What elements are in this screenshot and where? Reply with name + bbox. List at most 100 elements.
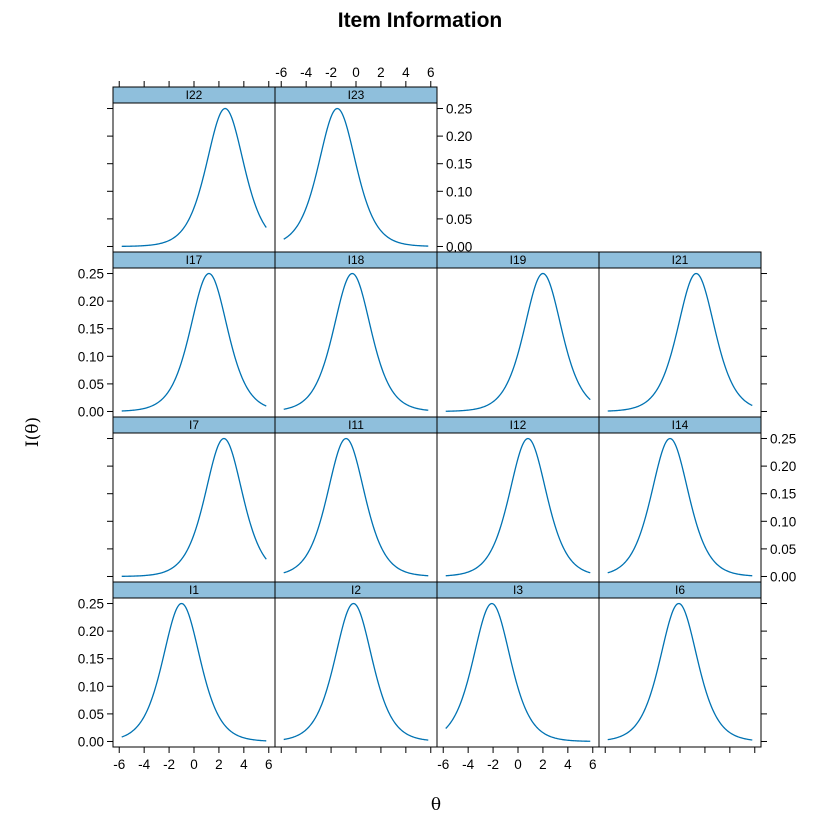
y-tick-label: 0.20 <box>78 624 104 639</box>
x-tick-label: 4 <box>402 65 410 80</box>
y-tick-label: 0.20 <box>770 459 796 474</box>
y-tick-label: 0.00 <box>446 239 472 254</box>
panel-strip-label: I21 <box>672 253 689 267</box>
x-tick-label: 0 <box>514 757 522 772</box>
panel-strip-label: I7 <box>189 418 199 432</box>
panel-i2: I2 <box>274 581 438 748</box>
information-curve <box>445 602 591 742</box>
panel-box <box>598 432 762 583</box>
y-tick-label: 0.00 <box>78 734 104 749</box>
panel-box <box>598 597 762 748</box>
panel-box <box>112 102 276 253</box>
y-tick-label: 0.05 <box>770 542 796 557</box>
y-axis-title: I(θ) <box>23 417 43 447</box>
panel-i19: I19 <box>436 251 600 418</box>
x-tick-label: 6 <box>427 65 435 80</box>
y-tick-label: 0.25 <box>446 102 472 117</box>
x-tick-label: -4 <box>138 757 150 772</box>
panel-i14: I14 <box>598 416 762 583</box>
y-tick-label: 0.15 <box>78 322 104 337</box>
panel-strip-label: I23 <box>348 88 365 102</box>
x-tick-label: -2 <box>487 757 499 772</box>
y-tick-label: 0.05 <box>446 212 472 227</box>
panel-i21: I21 <box>598 251 762 418</box>
panel-box <box>274 102 438 253</box>
axes: 0.00 0.05 0.10 0.15 0.20 0.25 0.00 0.05 0.10 0.15… <box>78 65 797 772</box>
information-curve <box>607 437 753 577</box>
panel-i1: I1 <box>112 581 276 748</box>
panel-i3: I3 <box>436 581 600 748</box>
information-curve <box>121 437 267 577</box>
panel-box <box>436 267 600 418</box>
panel-box <box>436 432 600 583</box>
panel-strip-label: I22 <box>186 88 203 102</box>
x-tick-label: -2 <box>325 65 337 80</box>
x-tick-label: -4 <box>462 757 474 772</box>
panel-strip-label: I11 <box>348 418 364 432</box>
panel-box <box>598 267 762 418</box>
y-tick-label: 0.15 <box>770 487 796 502</box>
panel-i7: I7 <box>112 416 276 583</box>
panel-i11: I11 <box>274 416 438 583</box>
x-axis-title: θ <box>431 795 441 815</box>
y-tick-label: 0.25 <box>770 432 796 447</box>
panel-strip-label: I18 <box>348 253 365 267</box>
y-tick-label: 0.10 <box>446 184 472 199</box>
x-tick-label: -4 <box>300 65 312 80</box>
panel-strip-label: I3 <box>513 583 523 597</box>
x-tick-label: 0 <box>190 757 198 772</box>
information-curve <box>121 272 267 412</box>
panel-i23: I23 <box>274 86 438 253</box>
x-tick-label: -2 <box>163 757 175 772</box>
information-curve <box>283 437 429 577</box>
panel-box <box>274 432 438 583</box>
y-tick-label: 0.20 <box>78 294 104 309</box>
panel-strip-label: I14 <box>672 418 689 432</box>
information-curve <box>121 602 267 742</box>
y-tick-label: 0.10 <box>78 349 104 364</box>
panel-box <box>436 597 600 748</box>
x-tick-label: -6 <box>113 757 125 772</box>
panel-i12: I12 <box>436 416 600 583</box>
chart-title: Item Information <box>338 9 503 32</box>
panel-i6: I6 <box>598 581 762 748</box>
y-tick-label: 0.00 <box>78 404 104 419</box>
panel-box <box>112 432 276 583</box>
x-tick-label: 2 <box>539 757 547 772</box>
x-tick-label: 6 <box>265 757 273 772</box>
y-tick-label: 0.25 <box>78 597 104 612</box>
panel-box <box>112 597 276 748</box>
y-tick-label: 0.05 <box>78 377 104 392</box>
information-curve <box>283 107 429 247</box>
x-tick-label: -6 <box>275 65 287 80</box>
panel-strip-label: I17 <box>186 253 203 267</box>
panel-box <box>274 267 438 418</box>
panel-strip-label: I1 <box>189 583 199 597</box>
y-tick-label: 0.15 <box>446 157 472 172</box>
y-tick-label: 0.15 <box>78 652 104 667</box>
information-curve <box>121 107 267 247</box>
panel-i18: I18 <box>274 251 438 418</box>
panel-strip-label: I2 <box>351 583 361 597</box>
y-tick-label: 0.10 <box>770 514 796 529</box>
panel-strip-label: I19 <box>510 253 527 267</box>
information-curve <box>283 272 429 411</box>
panel-box <box>274 597 438 748</box>
x-tick-label: 2 <box>377 65 385 80</box>
x-tick-label: 2 <box>215 757 223 772</box>
y-tick-label: 0.00 <box>770 569 796 584</box>
y-tick-label: 0.10 <box>78 679 104 694</box>
panel-i22: I22 <box>112 86 276 253</box>
x-tick-label: 6 <box>589 757 597 772</box>
panel-box <box>112 267 276 418</box>
y-tick-label: 0.05 <box>78 707 104 722</box>
x-tick-label: 0 <box>352 65 360 80</box>
y-tick-label: 0.25 <box>78 267 104 282</box>
information-curve <box>445 437 591 577</box>
information-curve <box>607 272 753 412</box>
x-tick-label: -6 <box>437 757 449 772</box>
information-curve <box>607 602 753 741</box>
information-curve <box>283 602 429 741</box>
panel-strip-label: I12 <box>510 418 527 432</box>
